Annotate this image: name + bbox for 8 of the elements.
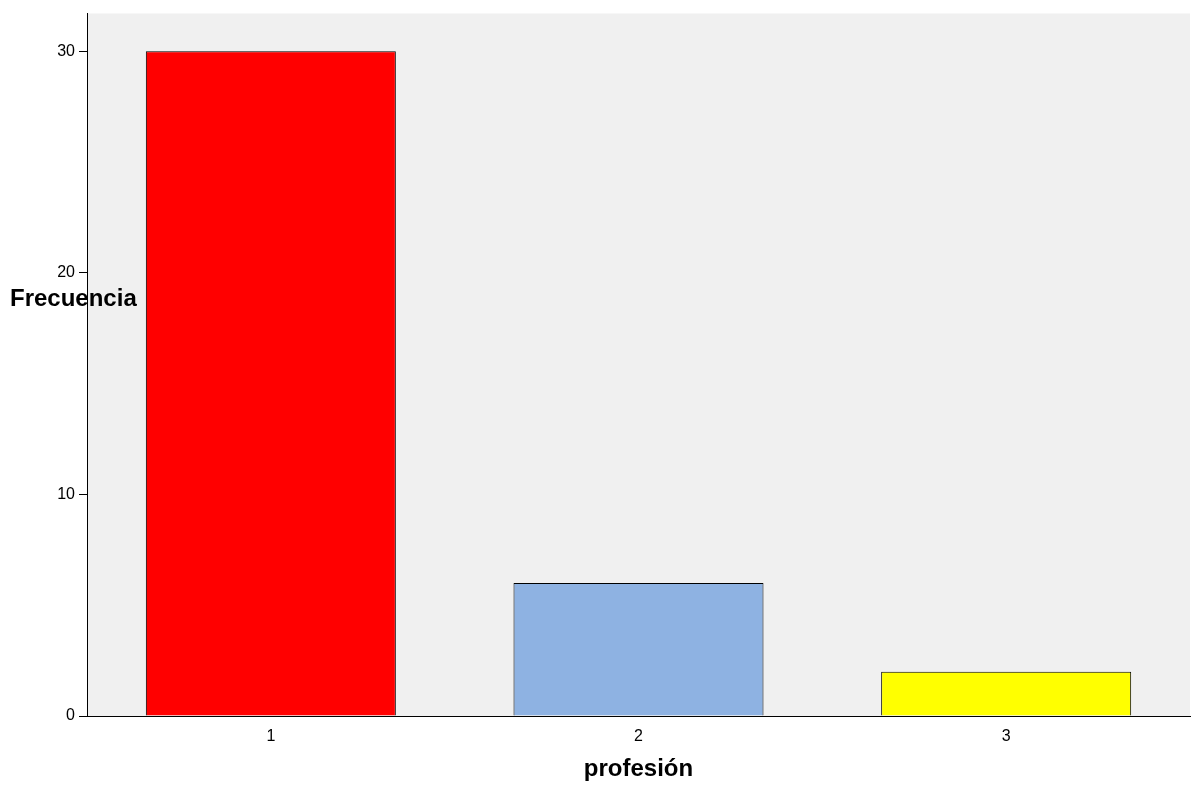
y-tick-label: 30 xyxy=(57,41,76,59)
y-tick-label: 0 xyxy=(66,706,76,724)
x-tick-label: 2 xyxy=(634,727,644,745)
y-tick-label: 20 xyxy=(57,263,76,281)
x-tick-label: 3 xyxy=(1001,727,1011,745)
x-axis-title: profesión xyxy=(583,754,694,782)
x-tick-label: 1 xyxy=(266,727,276,745)
y-tick-label: 10 xyxy=(57,484,76,502)
